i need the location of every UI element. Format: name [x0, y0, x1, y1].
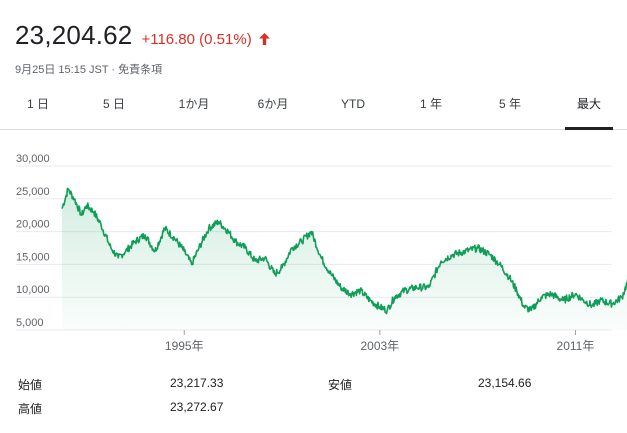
price-change: +116.80 (0.51%): [141, 31, 270, 49]
low-label: 安値: [328, 378, 353, 392]
price-chart[interactable]: 5,000 10,000 15,000 20,000 25,000 30,000 1995…: [0, 148, 627, 363]
meta-separator: ·: [111, 64, 116, 76]
y-tick-label: 5,000: [16, 317, 44, 329]
tab-1d[interactable]: 1 日: [26, 97, 49, 111]
x-axis-labels: 1995年2003年2011年2019年: [165, 330, 595, 353]
y-tick-label: 10,000: [16, 284, 50, 296]
price-area: [62, 188, 627, 330]
disclaimer-link[interactable]: 免責条項: [118, 64, 163, 76]
current-price: 23,204.62: [15, 20, 133, 50]
tab-5d[interactable]: 5 日: [102, 97, 125, 111]
high-label: 高値: [18, 402, 43, 416]
y-axis-labels: 5,000 10,000 15,000 20,000 25,000 30,000: [16, 153, 50, 329]
price-line: [61, 187, 627, 315]
price-change-value: +116.80 (0.51%): [141, 31, 252, 48]
y-tick-label: 15,000: [16, 251, 50, 263]
active-tab-indicator: [565, 127, 613, 130]
tab-max[interactable]: 最大: [565, 83, 613, 130]
high-value: 23,272.67: [170, 400, 224, 414]
tab-6m[interactable]: 6か月: [257, 97, 289, 111]
tab-1y[interactable]: 1 年: [419, 97, 442, 111]
range-tabs: 1 日 5 日 1か月 6か月 YTD 1 年 5 年 最大: [0, 83, 627, 130]
x-tick-label: 2011年: [557, 339, 595, 353]
open-value: 23,217.33: [170, 376, 224, 390]
low-value: 23,154.66: [478, 376, 532, 390]
x-tick-label: 1995年: [165, 339, 204, 353]
y-tick-label: 20,000: [16, 219, 50, 231]
x-tick-label: 2003年: [360, 339, 399, 353]
tab-ytd[interactable]: YTD: [341, 97, 365, 111]
arrow-up-icon: [258, 32, 270, 49]
y-tick-label: 30,000: [16, 153, 50, 165]
tab-5y[interactable]: 5 年: [498, 97, 521, 111]
quote-timestamp: 9月25日 15:15 JST: [15, 64, 109, 76]
quote-header: 23,204.62 +116.80 (0.51%): [15, 20, 270, 51]
tab-1m[interactable]: 1か月: [178, 97, 210, 111]
y-tick-label: 25,000: [16, 186, 50, 198]
quote-meta: 9月25日 15:15 JST · 免責条項: [15, 61, 162, 77]
open-label: 始値: [18, 378, 43, 392]
